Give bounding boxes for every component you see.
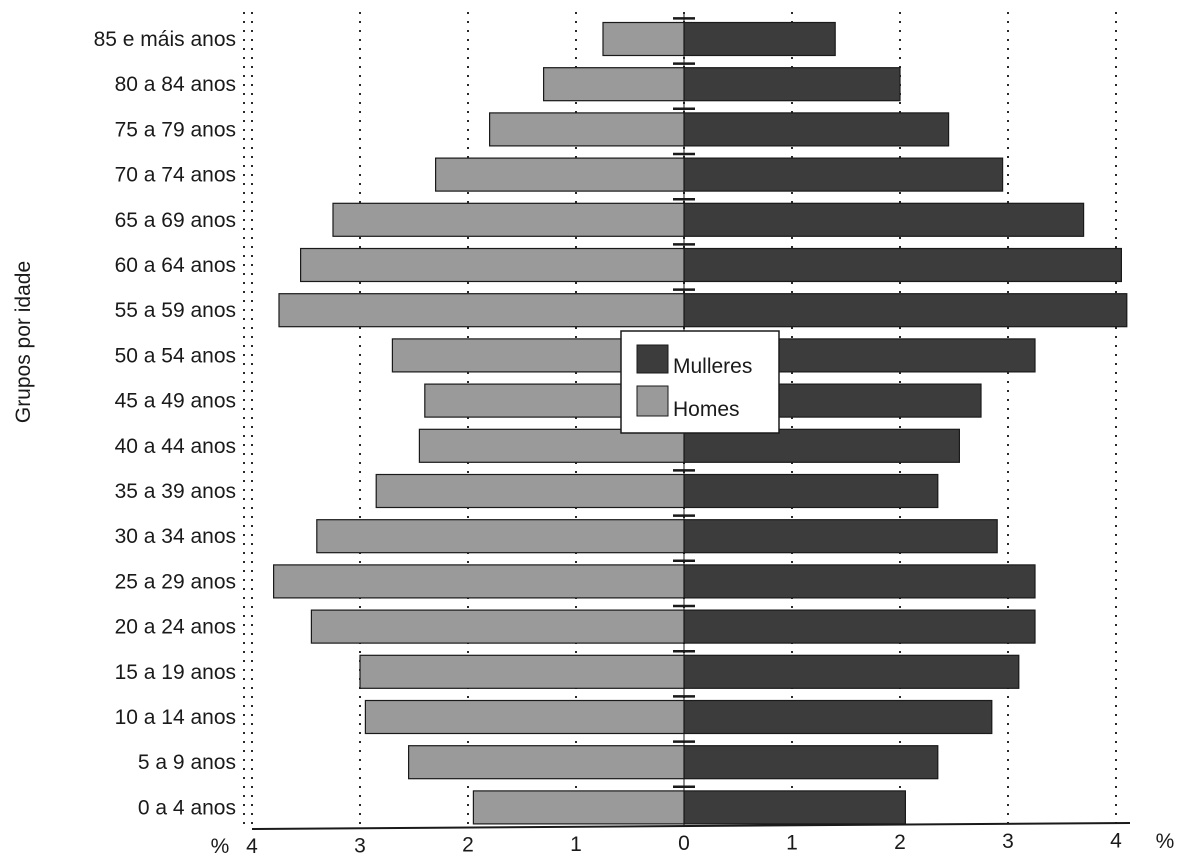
category-label-45-a-49-anos: 45 a 49 anos (115, 390, 236, 413)
bar-mulleres-5-a-9-anos (683, 745, 939, 780)
bar-homes-80-a-84-anos (542, 67, 685, 102)
bar-mulleres-80-a-84-anos (683, 67, 901, 102)
bar-mulleres-75-a-79-anos (683, 112, 950, 147)
bar-mulleres-40-a-44-anos (683, 428, 960, 463)
category-label-80-a-84-anos: 80 a 84 anos (115, 73, 236, 96)
legend: Mulleres Homes (620, 330, 780, 434)
category-label-0-a-4-anos: 0 a 4 anos (138, 796, 236, 819)
category-label-75-a-79-anos: 75 a 79 anos (115, 118, 236, 141)
category-label-15-a-19-anos: 15 a 19 anos (115, 661, 236, 684)
x-unit-right: % (1156, 830, 1175, 853)
category-label-65-a-69-anos: 65 a 69 anos (115, 209, 236, 232)
x-tick-label-1: 3 (354, 834, 366, 857)
category-label-10-a-14-anos: 10 a 14 anos (115, 706, 236, 729)
bar-homes-15-a-19-anos (359, 654, 685, 689)
category-label-85-e-mais-anos: 85 e máis anos (94, 28, 236, 51)
bar-homes-70-a-74-anos (435, 157, 685, 192)
x-unit-left: % (211, 835, 230, 857)
legend-swatch-mulleres (636, 344, 669, 374)
bar-homes-75-a-79-anos (489, 112, 685, 147)
bars (273, 21, 1128, 825)
bar-mulleres-15-a-19-anos (683, 654, 1020, 689)
legend-label-homes: Homes (673, 398, 740, 421)
x-tick-label-5: 1 (786, 832, 798, 855)
bar-homes-5-a-9-anos (408, 745, 685, 780)
category-label-60-a-64-anos: 60 a 64 anos (115, 254, 236, 277)
x-tick-label-7: 3 (1002, 830, 1014, 853)
x-tick-label-8: 4 (1110, 829, 1122, 852)
bar-mulleres-20-a-24-anos (683, 609, 1036, 644)
legend-label-mulleres: Mulleres (673, 355, 752, 378)
category-label-55-a-59-anos: 55 a 59 anos (115, 299, 236, 322)
bar-mulleres-60-a-64-anos (683, 247, 1122, 283)
bar-homes-85-e-mais-anos (602, 21, 685, 57)
category-label-35-a-39-anos: 35 a 39 anos (115, 480, 236, 503)
bar-homes-40-a-44-anos (418, 428, 685, 463)
bar-homes-25-a-29-anos (273, 564, 685, 599)
x-tick-label-6: 2 (894, 831, 906, 854)
x-tick-label-2: 2 (462, 834, 474, 857)
bar-homes-55-a-59-anos (278, 293, 685, 328)
y-axis-title: Grupos por idade (12, 261, 35, 423)
category-labels: 85 e máis anos 80 a 84 anos 75 a 79 anos 70… (94, 28, 236, 819)
bar-mulleres-65-a-69-anos (683, 202, 1085, 237)
x-axis: 4 3 2 1 0 1 2 3 4 % % (211, 822, 1175, 857)
bar-homes-65-a-69-anos (332, 202, 685, 237)
bar-homes-60-a-64-anos (300, 247, 685, 283)
bar-homes-0-a-4-anos (472, 790, 685, 825)
category-label-30-a-34-anos: 30 a 34 anos (115, 525, 236, 548)
bar-mulleres-85-e-mais-anos (683, 21, 836, 57)
bar-homes-35-a-39-anos (375, 473, 685, 509)
bar-mulleres-55-a-59-anos (683, 293, 1128, 328)
category-label-20-a-24-anos: 20 a 24 anos (115, 616, 236, 639)
bar-mulleres-10-a-14-anos (683, 699, 993, 735)
legend-swatch-homes (636, 385, 669, 417)
bar-homes-30-a-34-anos (316, 519, 685, 554)
bar-mulleres-30-a-34-anos (683, 519, 998, 554)
category-label-50-a-54-anos: 50 a 54 anos (115, 344, 236, 367)
x-tick-label-0: 4 (246, 835, 258, 857)
bar-mulleres-25-a-29-anos (683, 564, 1036, 599)
x-axis-line (251, 822, 1131, 830)
x-tick-label-3: 1 (570, 833, 582, 856)
x-tick-labels: 4 3 2 1 0 1 2 3 4 (246, 829, 1122, 857)
bar-homes-20-a-24-anos (310, 609, 685, 644)
x-tick-label-4: 0 (678, 832, 690, 855)
bar-mulleres-70-a-74-anos (683, 157, 1004, 192)
category-label-25-a-29-anos: 25 a 29 anos (115, 570, 236, 593)
bar-homes-10-a-14-anos (364, 699, 685, 735)
bar-mulleres-0-a-4-anos (683, 790, 906, 825)
category-label-5-a-9-anos: 5 a 9 anos (138, 751, 236, 774)
bar-mulleres-35-a-39-anos (683, 473, 939, 509)
category-label-40-a-44-anos: 40 a 44 anos (115, 435, 236, 458)
category-label-70-a-74-anos: 70 a 74 anos (115, 164, 236, 187)
